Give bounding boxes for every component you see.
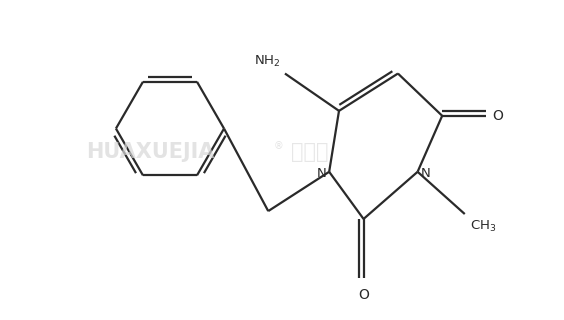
Text: 化学加: 化学加 <box>291 142 328 162</box>
Text: CH$_3$: CH$_3$ <box>470 219 496 234</box>
Text: O: O <box>492 109 503 123</box>
Text: O: O <box>358 288 369 302</box>
Text: NH$_2$: NH$_2$ <box>254 53 280 68</box>
Text: N: N <box>316 167 326 180</box>
Text: N: N <box>421 167 430 180</box>
Text: HUAXUEJIA: HUAXUEJIA <box>86 142 214 162</box>
Text: ®: ® <box>273 141 283 151</box>
